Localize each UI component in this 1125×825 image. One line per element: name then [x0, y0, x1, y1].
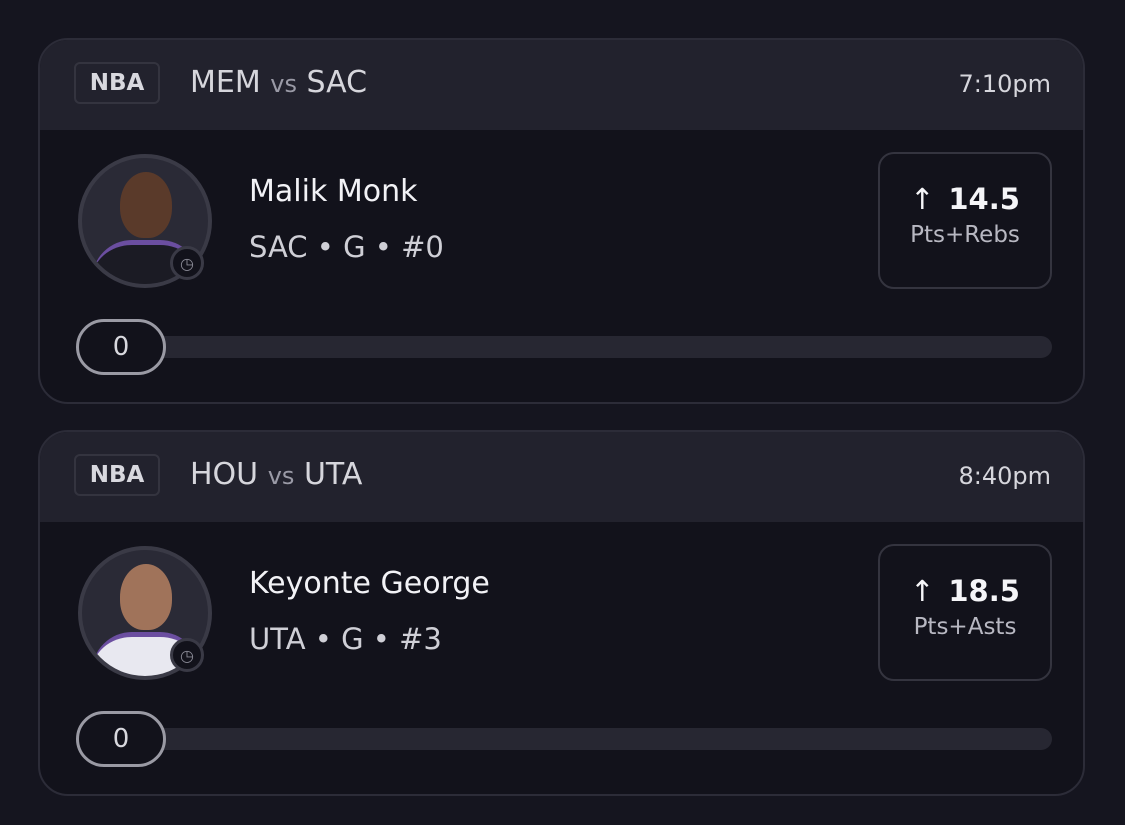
- projection-stat: Pts+Asts: [913, 614, 1017, 640]
- vs-label: vs: [267, 462, 295, 490]
- projection-box[interactable]: ↑ 14.5 Pts+Rebs: [878, 152, 1052, 289]
- game-header: NBA HOU vs UTA 8:40pm: [40, 432, 1083, 522]
- team-b: SAC: [306, 65, 368, 100]
- clock-icon: ◷: [170, 246, 204, 280]
- projection-box[interactable]: ↑ 18.5 Pts+Asts: [878, 544, 1052, 681]
- league-badge: NBA: [74, 62, 160, 104]
- team-a: MEM: [190, 65, 261, 100]
- player-info: SAC • G • #0: [249, 230, 444, 264]
- arrow-up-icon: ↑: [910, 182, 935, 216]
- player-head: [120, 172, 172, 238]
- clock-icon: ◷: [170, 638, 204, 672]
- game-header: NBA MEM vs SAC 7:10pm: [40, 40, 1083, 130]
- vs-label: vs: [270, 70, 297, 98]
- arrow-up-icon: ↑: [910, 574, 935, 608]
- player-info: UTA • G • #3: [249, 622, 442, 656]
- team-b: UTA: [303, 457, 363, 492]
- projection-value: 14.5: [948, 182, 1020, 216]
- progress-track: [78, 336, 1052, 358]
- league-badge: NBA: [74, 454, 160, 496]
- progress-value: 0: [76, 319, 166, 375]
- projection-stat: Pts+Rebs: [910, 222, 1020, 248]
- player-name: Keyonte George: [249, 566, 490, 601]
- progress-track: [78, 728, 1052, 750]
- game-time: 7:10pm: [958, 70, 1051, 98]
- player-name: Malik Monk: [249, 174, 418, 209]
- player-head: [120, 564, 172, 630]
- pick-card[interactable]: NBA MEM vs SAC 7:10pm ◷ Malik Monk SAC •…: [38, 38, 1085, 404]
- matchup: MEM vs SAC: [190, 65, 367, 100]
- projection-value: 18.5: [948, 574, 1020, 608]
- team-a: HOU: [190, 457, 259, 492]
- game-time: 8:40pm: [958, 462, 1051, 490]
- pick-card[interactable]: NBA HOU vs UTA 8:40pm ◷ Keyonte George U…: [38, 430, 1085, 796]
- progress-value: 0: [76, 711, 166, 767]
- matchup: HOU vs UTA: [190, 457, 362, 492]
